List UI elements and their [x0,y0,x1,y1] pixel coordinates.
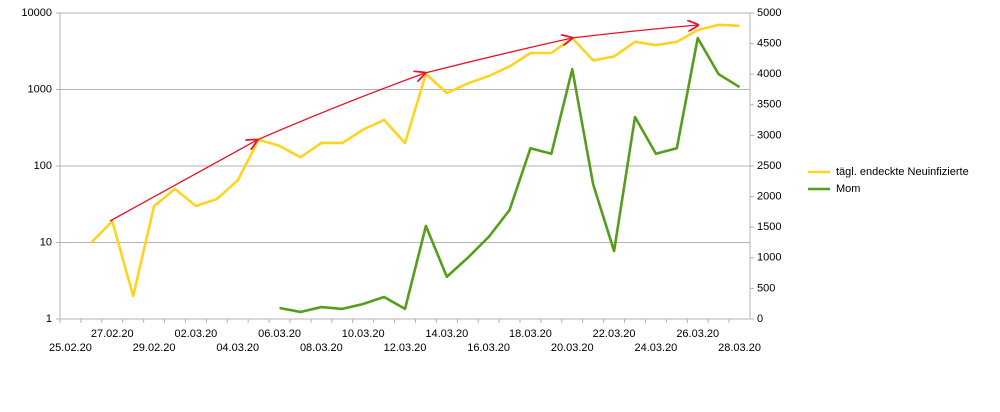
x-tick-label: 20.03.20 [551,342,594,354]
y-tick-label: 1000 [28,83,52,95]
x-tick-label: 18.03.20 [509,328,552,340]
series-line [90,23,740,298]
y2-tick-label: 0 [757,313,763,325]
y2-tick-label: 2500 [757,160,781,172]
arrow [256,73,425,141]
y2-tick-label: 4500 [757,38,781,50]
legend-label: Mom [836,183,860,195]
x-tick-label: 22.03.20 [593,328,636,340]
x-tick-label: 29.02.20 [133,342,176,354]
x-tick-label: 25.02.20 [49,342,92,354]
x-tick-label: 28.03.20 [718,342,761,354]
y-tick-label: 100 [34,160,52,172]
legend: tägl. endeckte Neuinfizierte Mom [808,166,969,195]
x-tick-label: 02.03.20 [174,328,217,340]
y2-tick-label: 1500 [757,221,781,233]
series [90,23,741,314]
y2-tick-label: 2000 [757,191,781,203]
arrow [424,38,572,74]
y-tick-label: 10000 [21,7,52,19]
x-tick-label: 08.03.20 [300,342,343,354]
x-tick-label: 27.02.20 [91,328,134,340]
x-tick-label: 16.03.20 [467,342,510,354]
arrow [571,25,698,39]
y2-tick-label: 4000 [757,68,781,80]
y2-tick-label: 3500 [757,99,781,111]
x-tick-label: 04.03.20 [216,342,259,354]
grid [60,12,750,320]
x-tick-label: 12.03.20 [384,342,427,354]
legend-label: tägl. endeckte Neuinfizierte [836,166,969,178]
y2-tick-label: 3000 [757,129,781,141]
x-tick-label: 10.03.20 [342,328,385,340]
x-tick-label: 06.03.20 [258,328,301,340]
arrow [109,140,257,222]
x-tick-label: 14.03.20 [425,328,468,340]
series-line [279,36,741,314]
y2-tick-label: 500 [757,282,775,294]
y-tick-label: 1 [46,313,52,325]
y-tick-label: 10 [40,236,52,248]
axes: 1 10 100 1000 10000 0 500 1000 1500 2000 2500 3000 3… [21,7,781,354]
x-tick-label: 24.03.20 [634,342,677,354]
x-tick-label: 26.03.20 [676,328,719,340]
trend-arrows [109,25,698,222]
y2-tick-label: 5000 [757,7,781,19]
y2-tick-label: 1000 [757,252,781,264]
